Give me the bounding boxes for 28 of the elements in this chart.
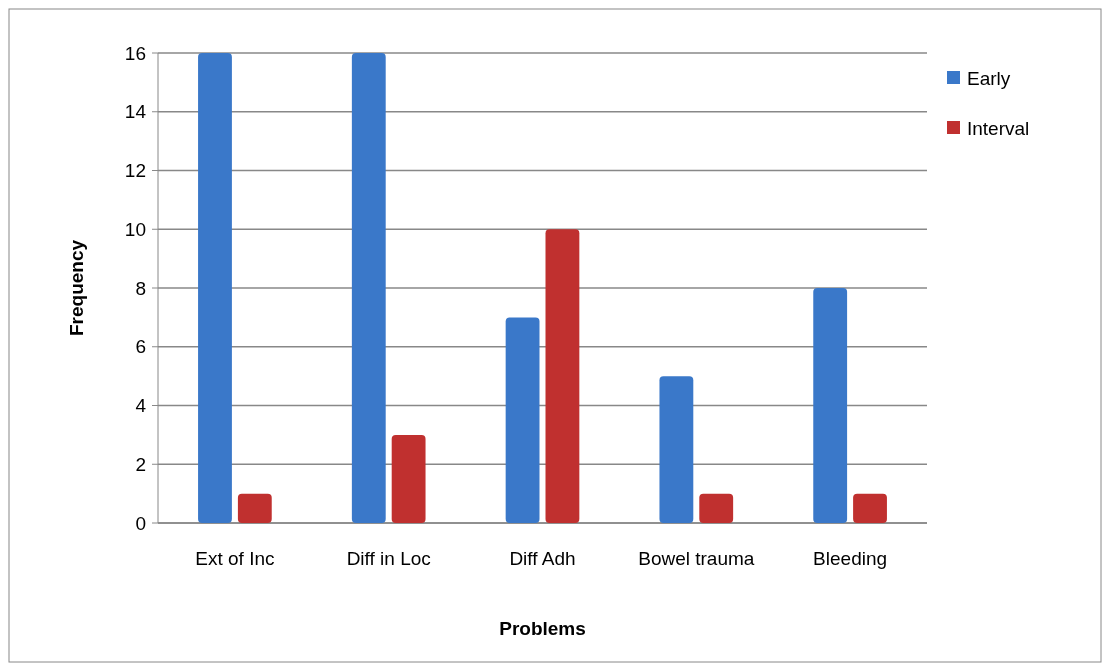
bar [505, 317, 540, 523]
y-tick-label: 0 [135, 512, 146, 534]
x-tick-label: Diff Adh [509, 548, 576, 569]
y-tick-label: 2 [135, 453, 146, 475]
x-tick-label: Bleeding [813, 548, 888, 569]
bar [699, 493, 734, 523]
bar [351, 53, 386, 523]
x-tick-label: Ext of Inc [195, 548, 275, 569]
bar [659, 376, 694, 523]
bar [545, 229, 580, 523]
y-tick-label: 16 [124, 42, 146, 64]
bar [853, 493, 887, 523]
bar [813, 288, 848, 523]
legend-label: Interval [967, 117, 1030, 139]
bar [198, 53, 232, 523]
legend-label: Early [967, 67, 1011, 89]
bar [237, 493, 272, 523]
bar [391, 434, 426, 523]
y-tick-label: 6 [135, 336, 146, 358]
y-tick-label: 12 [124, 160, 146, 182]
y-tick-label: 14 [124, 101, 147, 123]
y-axis-title: Frequency [66, 239, 87, 337]
y-tick-label: 8 [135, 277, 146, 299]
y-tick-label: 10 [124, 218, 146, 240]
y-tick-label: 4 [135, 395, 147, 417]
x-tick-label: Diff in Loc [346, 548, 431, 569]
x-tick-label: Bowel trauma [638, 548, 755, 569]
x-axis-title: Problems [499, 618, 586, 639]
